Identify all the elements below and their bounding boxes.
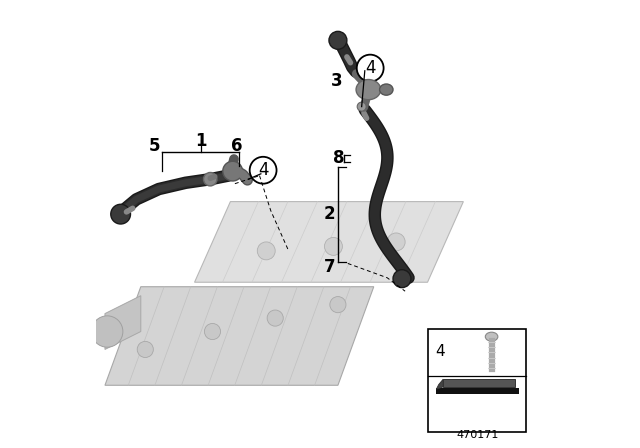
Polygon shape <box>436 379 443 389</box>
Text: 7: 7 <box>324 258 335 276</box>
Text: 6: 6 <box>232 138 243 155</box>
Bar <box>428 329 526 432</box>
Circle shape <box>92 316 123 347</box>
Circle shape <box>393 270 411 288</box>
Circle shape <box>250 157 276 184</box>
Text: 4: 4 <box>258 161 268 179</box>
Circle shape <box>137 341 154 358</box>
Circle shape <box>204 323 221 340</box>
Ellipse shape <box>485 332 498 341</box>
Polygon shape <box>105 296 141 349</box>
Text: 4: 4 <box>435 345 445 359</box>
Circle shape <box>204 172 217 186</box>
Polygon shape <box>195 202 463 282</box>
Text: 5: 5 <box>148 138 160 155</box>
Text: 1: 1 <box>196 132 207 150</box>
Circle shape <box>357 102 366 111</box>
Text: 4: 4 <box>365 59 376 77</box>
Text: 470171: 470171 <box>456 430 499 440</box>
Circle shape <box>324 237 342 255</box>
Text: 3: 3 <box>331 72 342 90</box>
Circle shape <box>387 233 405 251</box>
Ellipse shape <box>356 80 381 99</box>
Text: 8: 8 <box>333 149 344 167</box>
Circle shape <box>267 310 284 326</box>
Circle shape <box>356 55 383 82</box>
Polygon shape <box>105 287 374 385</box>
Circle shape <box>257 242 275 260</box>
Text: 2: 2 <box>324 205 335 223</box>
Ellipse shape <box>380 84 393 95</box>
Circle shape <box>330 297 346 313</box>
Circle shape <box>111 204 131 224</box>
Polygon shape <box>443 379 515 387</box>
Circle shape <box>223 161 243 181</box>
Bar <box>436 388 520 394</box>
Circle shape <box>329 31 347 49</box>
